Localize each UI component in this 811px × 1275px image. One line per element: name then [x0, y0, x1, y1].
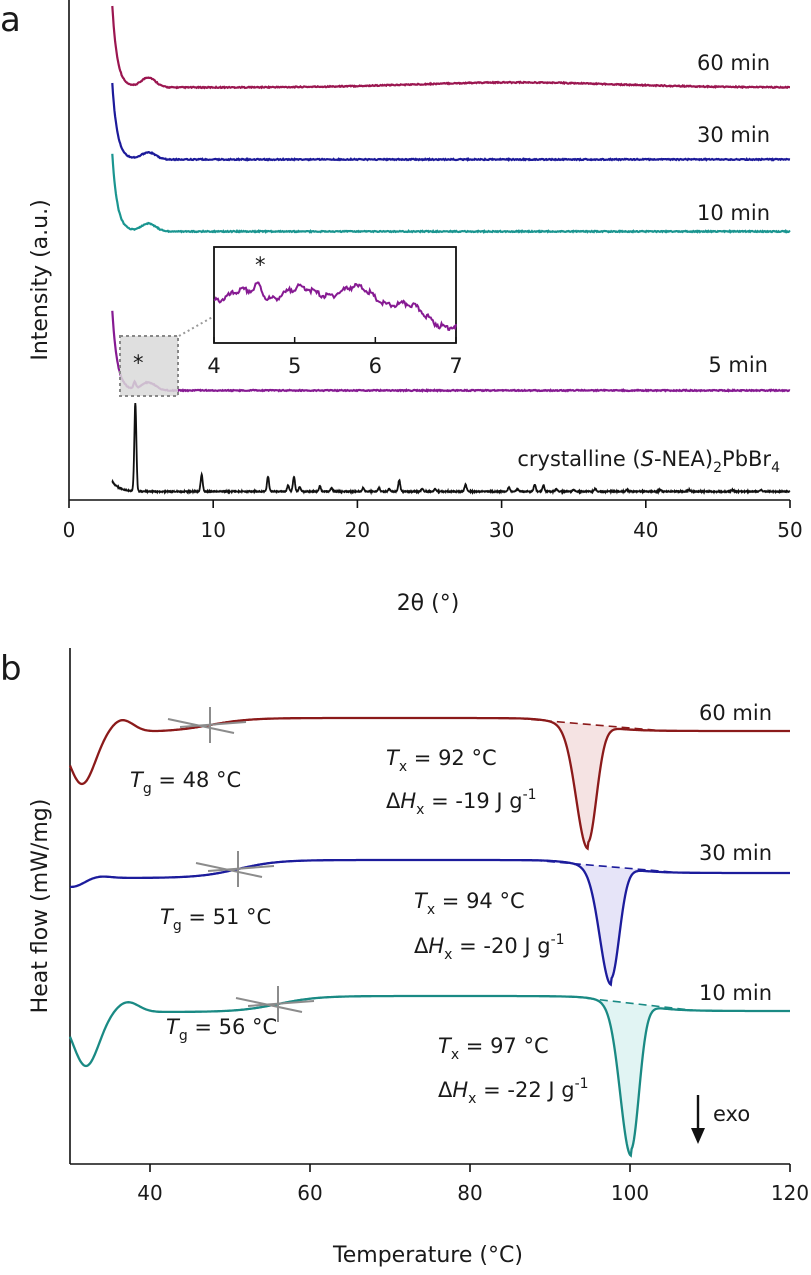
xrd-series-line	[111, 403, 791, 496]
xrd-x-ticks: 0 10 20 30 40 50	[63, 500, 803, 542]
dsc-tx-30min: Tx = 94 °C	[414, 889, 525, 918]
dsc-tg-60min: Tg = 48 °C	[130, 768, 241, 797]
dsc-x-tick-label: 120	[771, 1181, 809, 1205]
dsc-peak-fill	[518, 718, 662, 849]
panel-letter-b: b	[0, 649, 22, 689]
dsc-series-group	[68, 707, 790, 1158]
dsc-tx-10min: Tx = 97 °C	[438, 1034, 549, 1063]
dsc-dh-60min: ΔHx = -19 J g-1	[386, 787, 537, 818]
inset-x-ticks: 4 5 6 7	[207, 337, 463, 378]
inset-star: *	[255, 253, 266, 277]
dsc-x-tick-label: 80	[457, 1181, 482, 1205]
dsc-series-line	[68, 716, 790, 851]
xrd-label-10min: 10 min	[697, 201, 770, 225]
xrd-x-tick-label: 30	[489, 518, 514, 542]
dsc-series-line	[68, 994, 790, 1158]
dsc-x-tick-label: 40	[137, 1181, 162, 1205]
dsc-tg-tangent	[235, 997, 303, 1013]
dsc-tg-tangent	[207, 865, 275, 872]
dsc-tx-60min: Tx = 92 °C	[386, 746, 497, 775]
dsc-x-axis-title: Temperature (°C)	[332, 1243, 523, 1268]
dsc-tg-30min: Tg = 51 °C	[160, 905, 271, 934]
xrd-x-axis-title: 2θ (°)	[397, 591, 460, 616]
xrd-x-tick-label: 20	[345, 518, 370, 542]
dsc-dh-30min: ΔHx = -20 J g-1	[414, 932, 565, 963]
xrd-series-group	[111, 5, 791, 496]
xrd-x-tick-label: 10	[200, 518, 225, 542]
dsc-baseline-dashed	[517, 717, 663, 732]
dsc-plot-area: 40 60 80 100 120 60 min 30 min 10 min Tg = 4…	[28, 648, 809, 1268]
xrd-series-line	[111, 310, 791, 393]
dsc-y-axis-title: Heat flow (mW/mg)	[28, 799, 53, 1014]
xrd-x-tick-label: 40	[633, 518, 658, 542]
exo-label: exo	[713, 1102, 750, 1126]
dsc-tg-tangent	[247, 1000, 315, 1007]
inset-x-tick-label: 5	[288, 354, 301, 378]
dsc-tg-tangent	[167, 718, 235, 734]
dsc-x-tick-label: 100	[611, 1181, 649, 1205]
xrd-label-60min: 60 min	[697, 51, 770, 75]
dsc-x-ticks: 40 60 80 100 120	[137, 1164, 809, 1205]
dsc-peak-fill	[574, 996, 694, 1156]
xrd-x-tick-label: 50	[777, 518, 802, 542]
xrd-series-line	[111, 82, 791, 162]
dsc-dh-10min: ΔHx = -22 J g-1	[438, 1076, 589, 1107]
xrd-label-crystalline: crystalline (S-NEA)2PbBr4	[517, 447, 780, 476]
dsc-tg-tangent	[195, 862, 263, 878]
dsc-series-line	[69, 858, 790, 987]
inset-series-line	[213, 281, 457, 331]
xrd-star-5min: *	[133, 351, 144, 375]
dsc-label-60min: 60 min	[699, 701, 772, 725]
inset-series-group	[213, 281, 457, 331]
dsc-peak-fill	[534, 860, 678, 985]
exo-arrow-head	[691, 1128, 705, 1144]
dsc-tg-tangent	[179, 721, 247, 728]
panel-letter-a: a	[0, 0, 21, 40]
xrd-y-axis-title: Intensity (a.u.)	[28, 199, 53, 360]
dsc-tg-10min: Tg = 56 °C	[166, 1015, 277, 1044]
xrd-x-tick-label: 0	[63, 518, 76, 542]
inset-x-tick-label: 7	[449, 354, 462, 378]
xrd-plot-area: 0 10 20 30 40 50 60 min 30 min 10 min 5 min c…	[28, 0, 803, 616]
xrd-series-line	[111, 5, 790, 90]
inset-source-box	[119, 335, 179, 397]
inset-x-tick-label: 6	[369, 354, 382, 378]
dsc-baseline-dashed	[533, 859, 679, 874]
xrd-series-line	[111, 153, 791, 234]
xrd-label-30min: 30 min	[697, 123, 770, 147]
xrd-inset: 4 5 6 7 *	[207, 246, 463, 378]
dsc-x-tick-label: 60	[297, 1181, 322, 1205]
xrd-label-5min: 5 min	[708, 353, 768, 377]
dsc-label-30min: 30 min	[699, 841, 772, 865]
inset-x-tick-label: 4	[207, 354, 220, 378]
dsc-label-10min: 10 min	[699, 981, 772, 1005]
